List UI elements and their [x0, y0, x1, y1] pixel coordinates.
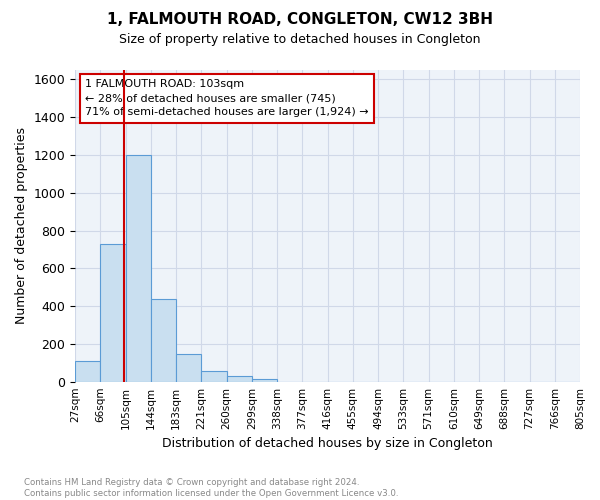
Text: Contains HM Land Registry data © Crown copyright and database right 2024.
Contai: Contains HM Land Registry data © Crown c…	[24, 478, 398, 498]
Bar	[75, 361, 100, 382]
Y-axis label: Number of detached properties: Number of detached properties	[15, 128, 28, 324]
Bar	[202, 370, 227, 382]
Text: Size of property relative to detached houses in Congleton: Size of property relative to detached ho…	[119, 32, 481, 46]
Text: 1, FALMOUTH ROAD, CONGLETON, CW12 3BH: 1, FALMOUTH ROAD, CONGLETON, CW12 3BH	[107, 12, 493, 28]
Bar	[227, 376, 252, 382]
Bar	[100, 244, 125, 382]
Bar	[125, 155, 151, 382]
X-axis label: Distribution of detached houses by size in Congleton: Distribution of detached houses by size …	[162, 437, 493, 450]
Text: 1 FALMOUTH ROAD: 103sqm
← 28% of detached houses are smaller (745)
71% of semi-d: 1 FALMOUTH ROAD: 103sqm ← 28% of detache…	[85, 80, 369, 118]
Bar	[176, 354, 202, 382]
Bar	[151, 298, 176, 382]
Bar	[252, 379, 277, 382]
